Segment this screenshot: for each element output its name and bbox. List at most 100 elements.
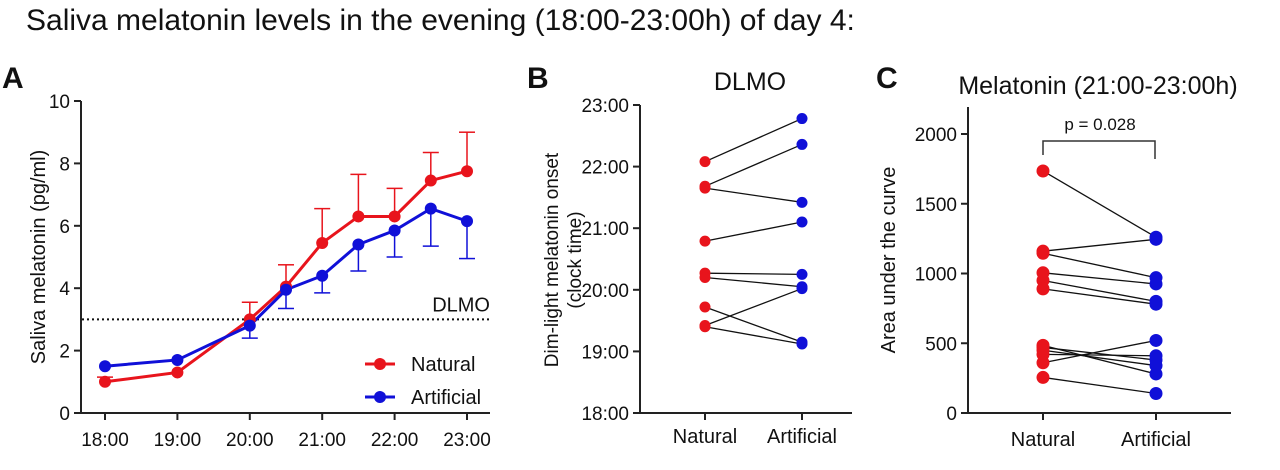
pair-line: [1042, 170, 1157, 238]
data-point-natural: [699, 301, 711, 313]
pair-line: [704, 187, 803, 203]
category-label: Natural: [673, 426, 737, 448]
y-tick-label: 1500: [915, 195, 957, 216]
category-label: Natural: [1011, 429, 1075, 451]
data-point-artificial: [796, 338, 808, 350]
y-tick-label: 18:00: [581, 404, 629, 425]
p-value-annotation: p = 0.028: [1064, 115, 1135, 134]
panel-label: A: [2, 62, 24, 95]
data-point-artificial: [316, 269, 329, 282]
data-point-natural: [1036, 370, 1050, 384]
data-point-artificial: [1149, 386, 1163, 400]
data-point-artificial: [352, 238, 365, 251]
category-label: Artificial: [1121, 429, 1191, 451]
data-point-artificial: [796, 196, 808, 208]
pair-line: [1042, 346, 1157, 361]
pair-line: [1042, 349, 1157, 367]
data-point-natural: [171, 366, 184, 379]
data-point-artificial: [796, 216, 808, 228]
category-label: Artificial: [767, 426, 837, 448]
y-axis-label: Area under the curve: [878, 167, 900, 354]
y-tick-label: 0: [59, 404, 70, 425]
data-point-natural: [99, 375, 111, 388]
data-point-artificial: [796, 138, 808, 150]
data-point-artificial: [796, 283, 808, 295]
y-axis-label-line2: (clock time): [565, 211, 586, 308]
y-tick-label: 20:00: [581, 281, 629, 302]
data-point-natural: [1036, 246, 1050, 260]
pair-line: [1042, 272, 1157, 285]
pair-line: [704, 221, 803, 242]
y-axis-label-line1: Dim-light melatonin onset: [542, 152, 563, 367]
y-tick-label: 1000: [915, 265, 957, 286]
pair-line: [1042, 353, 1157, 357]
pair-line: [704, 117, 803, 163]
data-point-artificial: [1149, 333, 1163, 347]
data-point-artificial: [1149, 349, 1163, 363]
data-point-natural: [316, 236, 329, 249]
y-tick-label: 22:00: [581, 158, 629, 179]
legend-label-natural: Natural: [411, 354, 475, 376]
pair-line: [1042, 252, 1157, 279]
data-point-artificial: [243, 319, 256, 332]
pair-line: [1042, 288, 1157, 305]
pair-line: [1042, 279, 1157, 303]
legend-label-artificial: Artificial: [411, 387, 481, 409]
x-tick-label: 18:00: [81, 430, 129, 451]
x-tick-label: 23:00: [443, 430, 491, 451]
data-point-artificial: [796, 113, 808, 125]
pair-line: [704, 326, 803, 345]
y-tick-label: 23:00: [581, 96, 629, 117]
data-point-natural: [699, 182, 711, 194]
y-tick-label: 8: [59, 154, 70, 175]
x-tick-label: 22:00: [371, 430, 419, 451]
y-tick-label: 10: [49, 92, 70, 113]
data-point-artificial: [1149, 359, 1163, 373]
panel-label: B: [527, 62, 549, 95]
data-point-artificial: [796, 268, 808, 280]
y-tick-label: 2000: [915, 125, 957, 146]
data-point-artificial: [1149, 232, 1163, 246]
significance-bracket: [1042, 140, 1156, 159]
data-point-natural: [424, 174, 437, 187]
panel-title: Melatonin (21:00-23:00h): [958, 72, 1237, 100]
x-tick-label: 21:00: [298, 430, 346, 451]
y-tick-label: 19:00: [581, 342, 629, 363]
dlmo-threshold-label: DLMO: [432, 294, 490, 316]
data-point-natural: [1036, 282, 1050, 296]
data-point-artificial: [388, 224, 401, 237]
legend-marker-natural: [374, 358, 386, 370]
y-tick-label: 6: [59, 217, 70, 238]
y-tick-label: 21:00: [581, 219, 629, 240]
y-tick-label: 500: [925, 334, 957, 355]
data-point-natural: [388, 210, 401, 223]
pair-line: [1042, 238, 1157, 252]
x-tick-label: 20:00: [226, 430, 274, 451]
y-tick-label: 0: [946, 404, 957, 425]
data-point-artificial: [424, 202, 437, 215]
pair-line: [704, 143, 803, 187]
y-tick-label: 4: [59, 279, 70, 300]
data-point-artificial: [1149, 297, 1163, 311]
data-point-artificial: [280, 283, 292, 296]
pair-line: [1042, 339, 1157, 364]
data-point-natural: [699, 321, 711, 333]
pair-line: [704, 306, 803, 343]
data-point-artificial: [171, 353, 184, 366]
pair-line: [704, 287, 803, 327]
data-point-artificial: [461, 215, 473, 228]
data-point-natural: [1036, 356, 1050, 370]
figure-title: Saliva melatonin levels in the evening (…: [26, 4, 855, 37]
data-point-artificial: [99, 360, 111, 373]
data-point-natural: [699, 271, 711, 283]
data-point-natural: [352, 210, 365, 223]
data-point-natural: [1036, 164, 1050, 178]
data-point-artificial: [1149, 277, 1163, 291]
panel-title: DLMO: [714, 68, 786, 96]
pair-line: [1042, 376, 1157, 395]
data-point-natural: [461, 165, 473, 178]
data-point-natural: [699, 156, 711, 168]
panel-label: C: [876, 62, 898, 95]
x-tick-label: 19:00: [154, 430, 202, 451]
